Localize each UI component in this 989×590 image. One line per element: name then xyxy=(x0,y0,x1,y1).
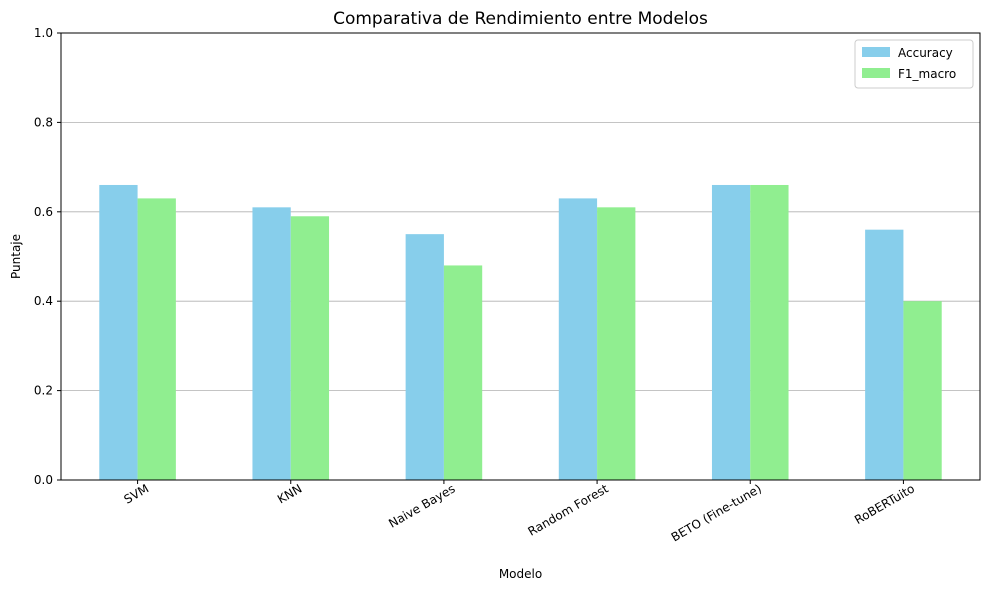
bar-accuracy xyxy=(865,229,904,480)
bar-f1-macro xyxy=(137,198,176,480)
bar-f1-macro xyxy=(903,301,942,480)
bar-f1-macro xyxy=(750,184,789,481)
x-tick-label: SVM xyxy=(122,481,152,506)
bar-accuracy xyxy=(405,234,444,480)
y-axis-ticks: 0.0 0.2 0.4 0.6 0.8 1.0 xyxy=(34,26,61,487)
y-axis-label: Puntaje xyxy=(9,234,23,279)
x-tick-label: RoBERTuito xyxy=(852,481,917,527)
plot-frame xyxy=(60,32,981,481)
bar-accuracy xyxy=(99,184,138,481)
y-tick-label: 0.6 xyxy=(34,205,53,219)
gridlines xyxy=(61,122,980,392)
y-tick-label: 0.0 xyxy=(34,473,53,487)
legend-swatch xyxy=(862,47,890,57)
y-tick-label: 0.2 xyxy=(34,384,53,398)
y-tick-label: 0.4 xyxy=(34,294,53,308)
bar-f1-macro xyxy=(290,216,330,480)
bar-accuracy xyxy=(711,184,751,481)
legend-label: Accuracy xyxy=(898,46,953,60)
x-axis-label: Modelo xyxy=(499,567,542,581)
x-axis-ticks: SVM KNN Naive Bayes Random Forest BETO (Fine… xyxy=(122,480,917,544)
bar-f1-macro xyxy=(443,265,483,480)
legend: Accuracy F1_macro xyxy=(854,39,974,89)
bar-f1-macro xyxy=(597,207,636,480)
bar-accuracy xyxy=(558,198,598,480)
bars xyxy=(99,184,942,481)
legend-label: F1_macro xyxy=(898,67,956,81)
y-tick-label: 0.8 xyxy=(34,115,53,129)
x-tick-label: BETO (Fine-tune) xyxy=(669,481,764,544)
bar-accuracy xyxy=(252,207,291,480)
y-tick-label: 1.0 xyxy=(34,26,53,40)
x-tick-label: KNN xyxy=(275,481,304,506)
legend-swatch xyxy=(862,68,890,78)
x-tick-label: Random Forest xyxy=(525,481,610,538)
x-tick-label: Naive Bayes xyxy=(386,481,457,530)
chart-title: Comparativa de Rendimiento entre Modelos xyxy=(333,9,708,29)
